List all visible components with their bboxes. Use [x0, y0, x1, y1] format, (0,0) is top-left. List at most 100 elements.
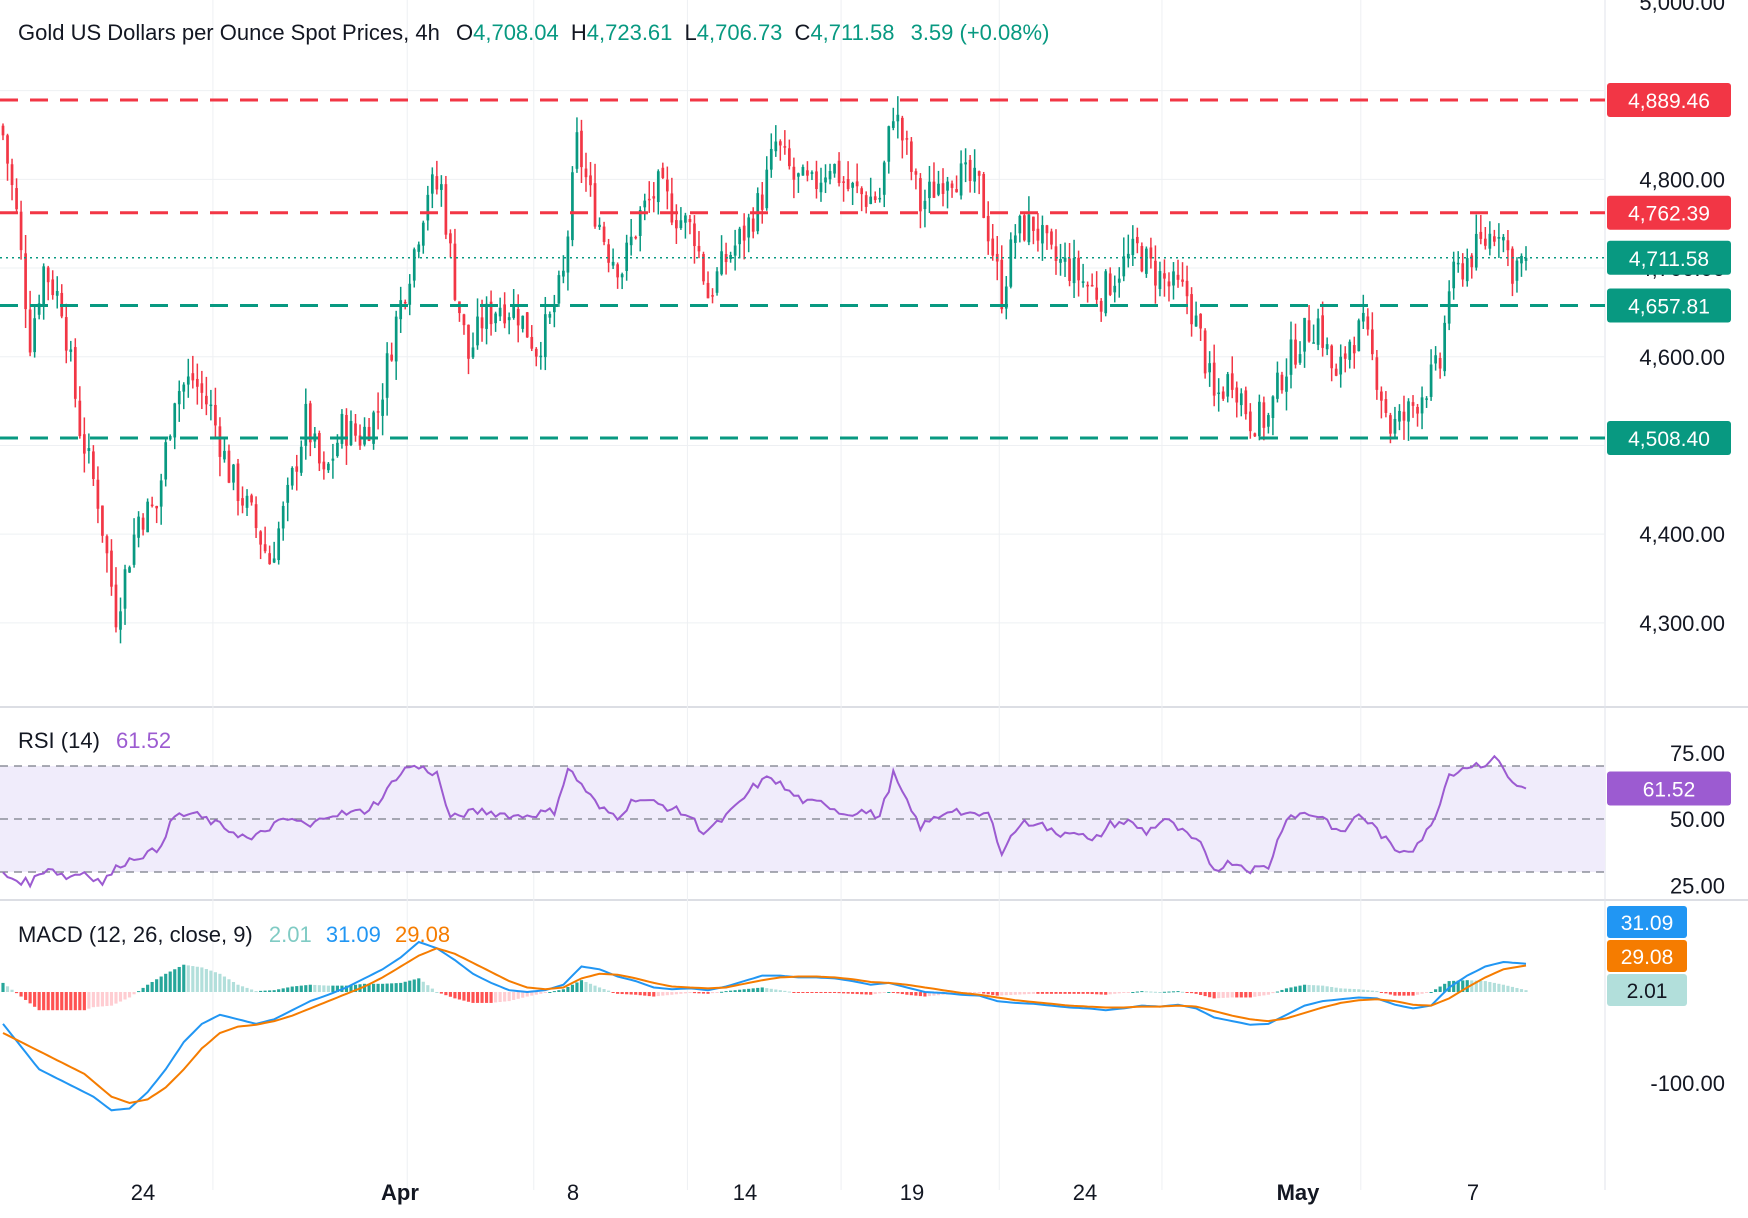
macd-histogram-bar — [1, 982, 5, 992]
candle-body — [110, 550, 113, 587]
macd-histogram-bar — [643, 992, 647, 996]
macd-histogram-bar — [313, 984, 317, 992]
candle-body — [878, 197, 882, 200]
macd-histogram-bar — [448, 992, 452, 997]
candle-body — [1343, 353, 1347, 359]
rsi-axis-tick: 25.00 — [1670, 873, 1725, 898]
macd-histogram-bar — [33, 992, 37, 1007]
macd-histogram-bar — [1429, 992, 1433, 993]
macd-histogram-bar — [137, 991, 141, 993]
candle-body — [846, 179, 850, 190]
candle-body — [946, 181, 949, 191]
macd-histogram-bar — [1510, 986, 1515, 992]
macd-histogram-bar — [1031, 992, 1035, 994]
candle-body — [51, 279, 55, 296]
macd-histogram-bar — [1348, 988, 1352, 992]
macd-histogram-bar — [1099, 992, 1103, 995]
candle-body — [385, 353, 389, 398]
close-value: 4,711.58 — [810, 20, 895, 45]
macd-histogram-bar — [213, 972, 217, 992]
candle-body — [977, 171, 981, 176]
macd-histogram-bar — [864, 992, 868, 995]
macd-histogram-bar — [982, 992, 986, 994]
candle-body — [693, 223, 696, 247]
macd-histogram-bar — [390, 983, 394, 992]
macd-histogram-bar — [548, 992, 552, 993]
price-axis-tick: 4,400.00 — [1639, 522, 1725, 547]
candle-body — [937, 183, 940, 195]
macd-histogram-bar — [539, 992, 543, 994]
macd-histogram-bar — [1135, 991, 1139, 993]
macd-histogram-bar — [277, 989, 281, 992]
macd-histogram-bar — [1443, 983, 1447, 992]
macd-histogram-bar — [842, 992, 846, 994]
macd-histogram-bar — [64, 992, 68, 1011]
macd-histogram-bar — [729, 990, 733, 992]
candle-body — [788, 148, 791, 167]
macd-histogram-bar — [1361, 989, 1365, 992]
macd-histogram-bar — [1049, 992, 1054, 994]
candle-body — [281, 505, 285, 529]
candle-body — [1244, 390, 1248, 415]
macd-histogram-bar — [1004, 992, 1008, 996]
macd-histogram-bar — [123, 992, 127, 1000]
candle-body — [1452, 261, 1456, 289]
candle-body — [471, 347, 475, 358]
candle-body — [1004, 286, 1008, 309]
candle-body — [1262, 402, 1266, 428]
candle-body — [399, 300, 403, 320]
macd-histogram-bar — [1022, 992, 1026, 995]
macd-histogram-bar — [552, 991, 556, 993]
rsi-header: RSI (14) 61.52 — [18, 728, 171, 754]
macd-histogram-bar — [1235, 992, 1239, 998]
open-value: 4,708.04 — [473, 20, 559, 45]
candle-body — [1217, 392, 1221, 395]
candle-body — [494, 313, 497, 324]
candle-body — [1470, 255, 1474, 268]
candle-body — [941, 183, 945, 194]
macd-histogram-bar — [37, 992, 41, 1011]
candle-body — [209, 404, 213, 407]
macd-histogram-bar — [1366, 990, 1370, 992]
candle-body — [458, 301, 461, 314]
candle-body — [765, 169, 769, 209]
macd-histogram-bar — [1343, 988, 1347, 992]
macd-histogram-bar — [204, 969, 208, 992]
candle-body — [1393, 418, 1397, 434]
macd-histogram-bar — [421, 981, 425, 992]
macd-histogram-bar — [882, 992, 886, 993]
chart-header: Gold US Dollars per Ounce Spot Prices, 4… — [18, 20, 1049, 46]
candle-body — [1099, 300, 1103, 312]
macd-histogram-bar — [927, 992, 932, 997]
histogram-value-tag — [1607, 974, 1687, 1006]
last-level-label: 4,711.58 — [1629, 248, 1709, 271]
candle-body — [408, 283, 412, 305]
macd-histogram-bar — [60, 992, 64, 1011]
macd-histogram-bar — [674, 992, 678, 995]
candle-body — [733, 245, 737, 256]
candle-body — [991, 238, 995, 256]
macd-histogram-bar — [96, 992, 100, 1007]
macd-histogram-bar — [1271, 992, 1275, 994]
macd-histogram-bar — [503, 992, 507, 1002]
macd-histogram-bar — [159, 976, 163, 992]
macd-histogram-bar — [810, 992, 814, 993]
macd-histogram-bar — [778, 990, 782, 992]
candle-body — [792, 166, 796, 180]
candle-body — [444, 184, 448, 235]
candle-body — [1009, 239, 1013, 287]
macd-histogram-bar — [87, 992, 91, 1009]
macd-histogram-bar — [335, 985, 340, 992]
macd-histogram-bar — [796, 992, 800, 993]
chart-title: Gold US Dollars per Ounce Spot Prices, 4… — [18, 20, 440, 45]
macd-histogram-bar — [1298, 985, 1302, 992]
macd-histogram-bar — [489, 992, 493, 1003]
candle-body — [607, 244, 610, 263]
macd-histogram-bar — [977, 992, 981, 993]
macd-histogram-bar — [381, 983, 385, 992]
candle-body — [78, 400, 82, 437]
macd-histogram-bar — [918, 992, 922, 997]
macd-histogram-bar — [1180, 991, 1185, 993]
macd-histogram-bar — [1239, 992, 1243, 998]
macd-histogram-bar — [1465, 980, 1469, 992]
